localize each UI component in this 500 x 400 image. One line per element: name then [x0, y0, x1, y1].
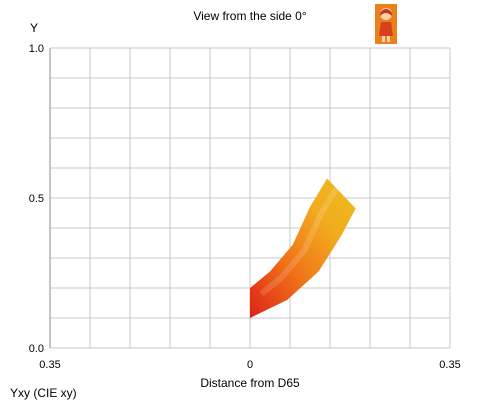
- series-surface-0: [250, 178, 356, 318]
- chart-title: View from the side 0°: [193, 9, 307, 23]
- series-layer: [250, 178, 356, 318]
- y-tick-label: 1.0: [29, 43, 44, 55]
- tick-labels: 0.35 0 0.35 0.0 0.5 1.0: [29, 43, 461, 371]
- series-shading-0: [259, 182, 342, 297]
- x-tick-label: 0: [247, 359, 253, 371]
- y-tick-label: 0.0: [29, 343, 44, 355]
- character-figure-icon: [375, 4, 397, 44]
- y-tick-label: 0.5: [29, 193, 44, 205]
- color-space-label: Yxy (CIE xy): [10, 386, 77, 400]
- x-axis-label: Distance from D65: [200, 376, 300, 390]
- x-tick-label: 0.35: [39, 359, 60, 371]
- x-tick-label: 0.35: [439, 359, 460, 371]
- y-axis-label: Y: [30, 21, 39, 35]
